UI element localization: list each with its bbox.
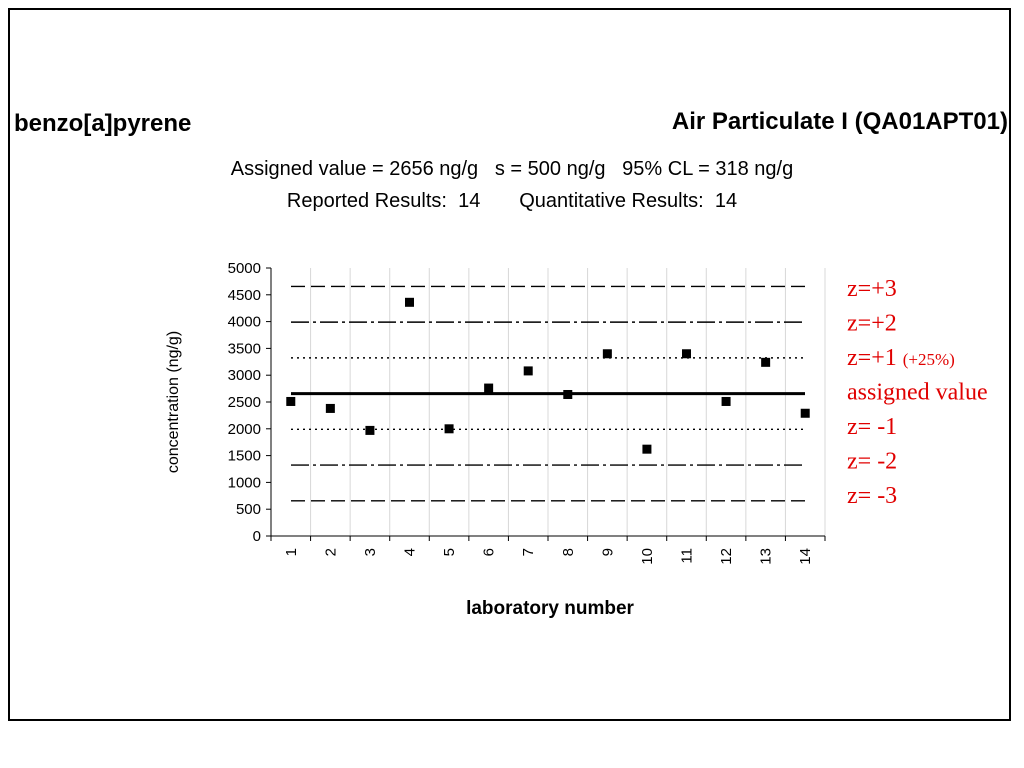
analyte-title: benzo[a]pyrene xyxy=(14,110,192,137)
y-tick-label: 1000 xyxy=(228,474,261,491)
x-tick-label: 8 xyxy=(560,548,577,556)
x-tick-label: 12 xyxy=(718,548,735,565)
x-tick-label: 13 xyxy=(758,548,775,565)
legend-label-text: assigned value xyxy=(847,380,988,406)
y-tick-label: 5000 xyxy=(228,260,261,277)
y-tick-label: 4500 xyxy=(228,287,261,304)
x-tick-label: 2 xyxy=(322,548,339,556)
y-tick-label: 1500 xyxy=(228,448,261,465)
x-axis-title: laboratory number xyxy=(466,598,634,619)
y-tick-label: 3500 xyxy=(228,340,261,357)
data-point xyxy=(365,425,375,435)
slide-frame xyxy=(8,8,1011,721)
data-point xyxy=(523,366,533,376)
x-tick-label: 7 xyxy=(520,548,537,556)
x-tick-label: 5 xyxy=(441,548,458,556)
legend-label-text: z= -2 xyxy=(847,449,897,475)
y-tick-label: 2500 xyxy=(228,394,261,411)
x-tick-label: 11 xyxy=(679,548,696,564)
x-tick-label: 4 xyxy=(402,548,419,556)
data-point xyxy=(761,357,771,367)
legend-label-text: z=+2 xyxy=(847,311,897,337)
x-tick-label: 6 xyxy=(481,548,498,556)
data-point xyxy=(642,444,652,454)
legend-label-text: z=+1 xyxy=(847,345,897,371)
data-point xyxy=(325,403,335,413)
legend-label: z= -3 xyxy=(847,483,897,509)
material-title: Air Particulate I (QA01APT01) xyxy=(671,108,1008,135)
x-tick-label: 14 xyxy=(797,548,814,565)
y-axis-title: concentration (ng/g) xyxy=(165,331,182,473)
legend-label: z=+2 xyxy=(847,311,897,337)
y-tick-label: 0 xyxy=(253,528,261,545)
results-summary: Reported Results: 14 Quantitative Result… xyxy=(286,190,738,212)
y-tick-label: 500 xyxy=(236,501,261,518)
data-point xyxy=(682,349,691,359)
x-tick-label: 10 xyxy=(639,548,656,565)
legend-label: z= -1 xyxy=(847,414,897,440)
data-point xyxy=(721,396,731,406)
data-point xyxy=(444,424,454,434)
data-point xyxy=(800,408,810,418)
data-point xyxy=(405,297,414,307)
data-point xyxy=(484,383,494,393)
y-tick-label: 2000 xyxy=(228,421,261,438)
data-point xyxy=(602,349,612,359)
x-tick-label: 1 xyxy=(283,548,300,556)
x-tick-label: 9 xyxy=(599,548,616,556)
legend-label: z=+1 (+25%) xyxy=(847,345,955,371)
legend-label-text: z=+3 xyxy=(847,276,897,302)
y-tick-label: 3000 xyxy=(228,367,261,384)
y-tick-label: 4000 xyxy=(228,314,261,331)
assigned-value-summary: Assigned value = 2656 ng/g s = 500 ng/g … xyxy=(230,158,794,180)
x-tick-label: 3 xyxy=(362,548,379,556)
legend-label: z= -2 xyxy=(847,449,897,475)
legend-label-note: (+25%) xyxy=(903,350,955,369)
legend-label-text: z= -1 xyxy=(847,414,897,440)
legend-label: z=+3 xyxy=(847,276,897,302)
legend-label: assigned value xyxy=(847,380,988,406)
data-point xyxy=(563,389,573,399)
legend-label-text: z= -3 xyxy=(847,483,897,509)
data-point xyxy=(286,396,296,406)
